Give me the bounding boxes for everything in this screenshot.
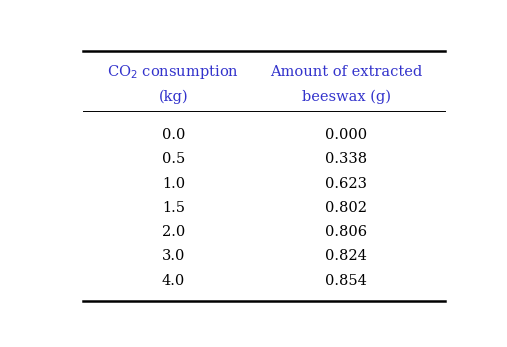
- Text: 0.0: 0.0: [162, 128, 185, 142]
- Text: 0.802: 0.802: [325, 201, 367, 215]
- Text: 0.338: 0.338: [325, 152, 368, 167]
- Text: 0.806: 0.806: [325, 225, 368, 239]
- Text: 4.0: 4.0: [162, 274, 185, 288]
- Text: beeswax (g): beeswax (g): [302, 89, 391, 104]
- Text: 1.5: 1.5: [162, 201, 185, 215]
- Text: 0.000: 0.000: [325, 128, 368, 142]
- Text: 0.824: 0.824: [325, 249, 367, 263]
- Text: Amount of extracted: Amount of extracted: [270, 65, 422, 79]
- Text: 0.623: 0.623: [325, 177, 367, 191]
- Text: (kg): (kg): [159, 89, 188, 104]
- Text: 0.854: 0.854: [325, 274, 367, 288]
- Text: 2.0: 2.0: [162, 225, 185, 239]
- Text: 3.0: 3.0: [162, 249, 185, 263]
- Text: CO$_2$ consumption: CO$_2$ consumption: [107, 64, 239, 81]
- Text: 0.5: 0.5: [162, 152, 185, 167]
- Text: 1.0: 1.0: [162, 177, 185, 191]
